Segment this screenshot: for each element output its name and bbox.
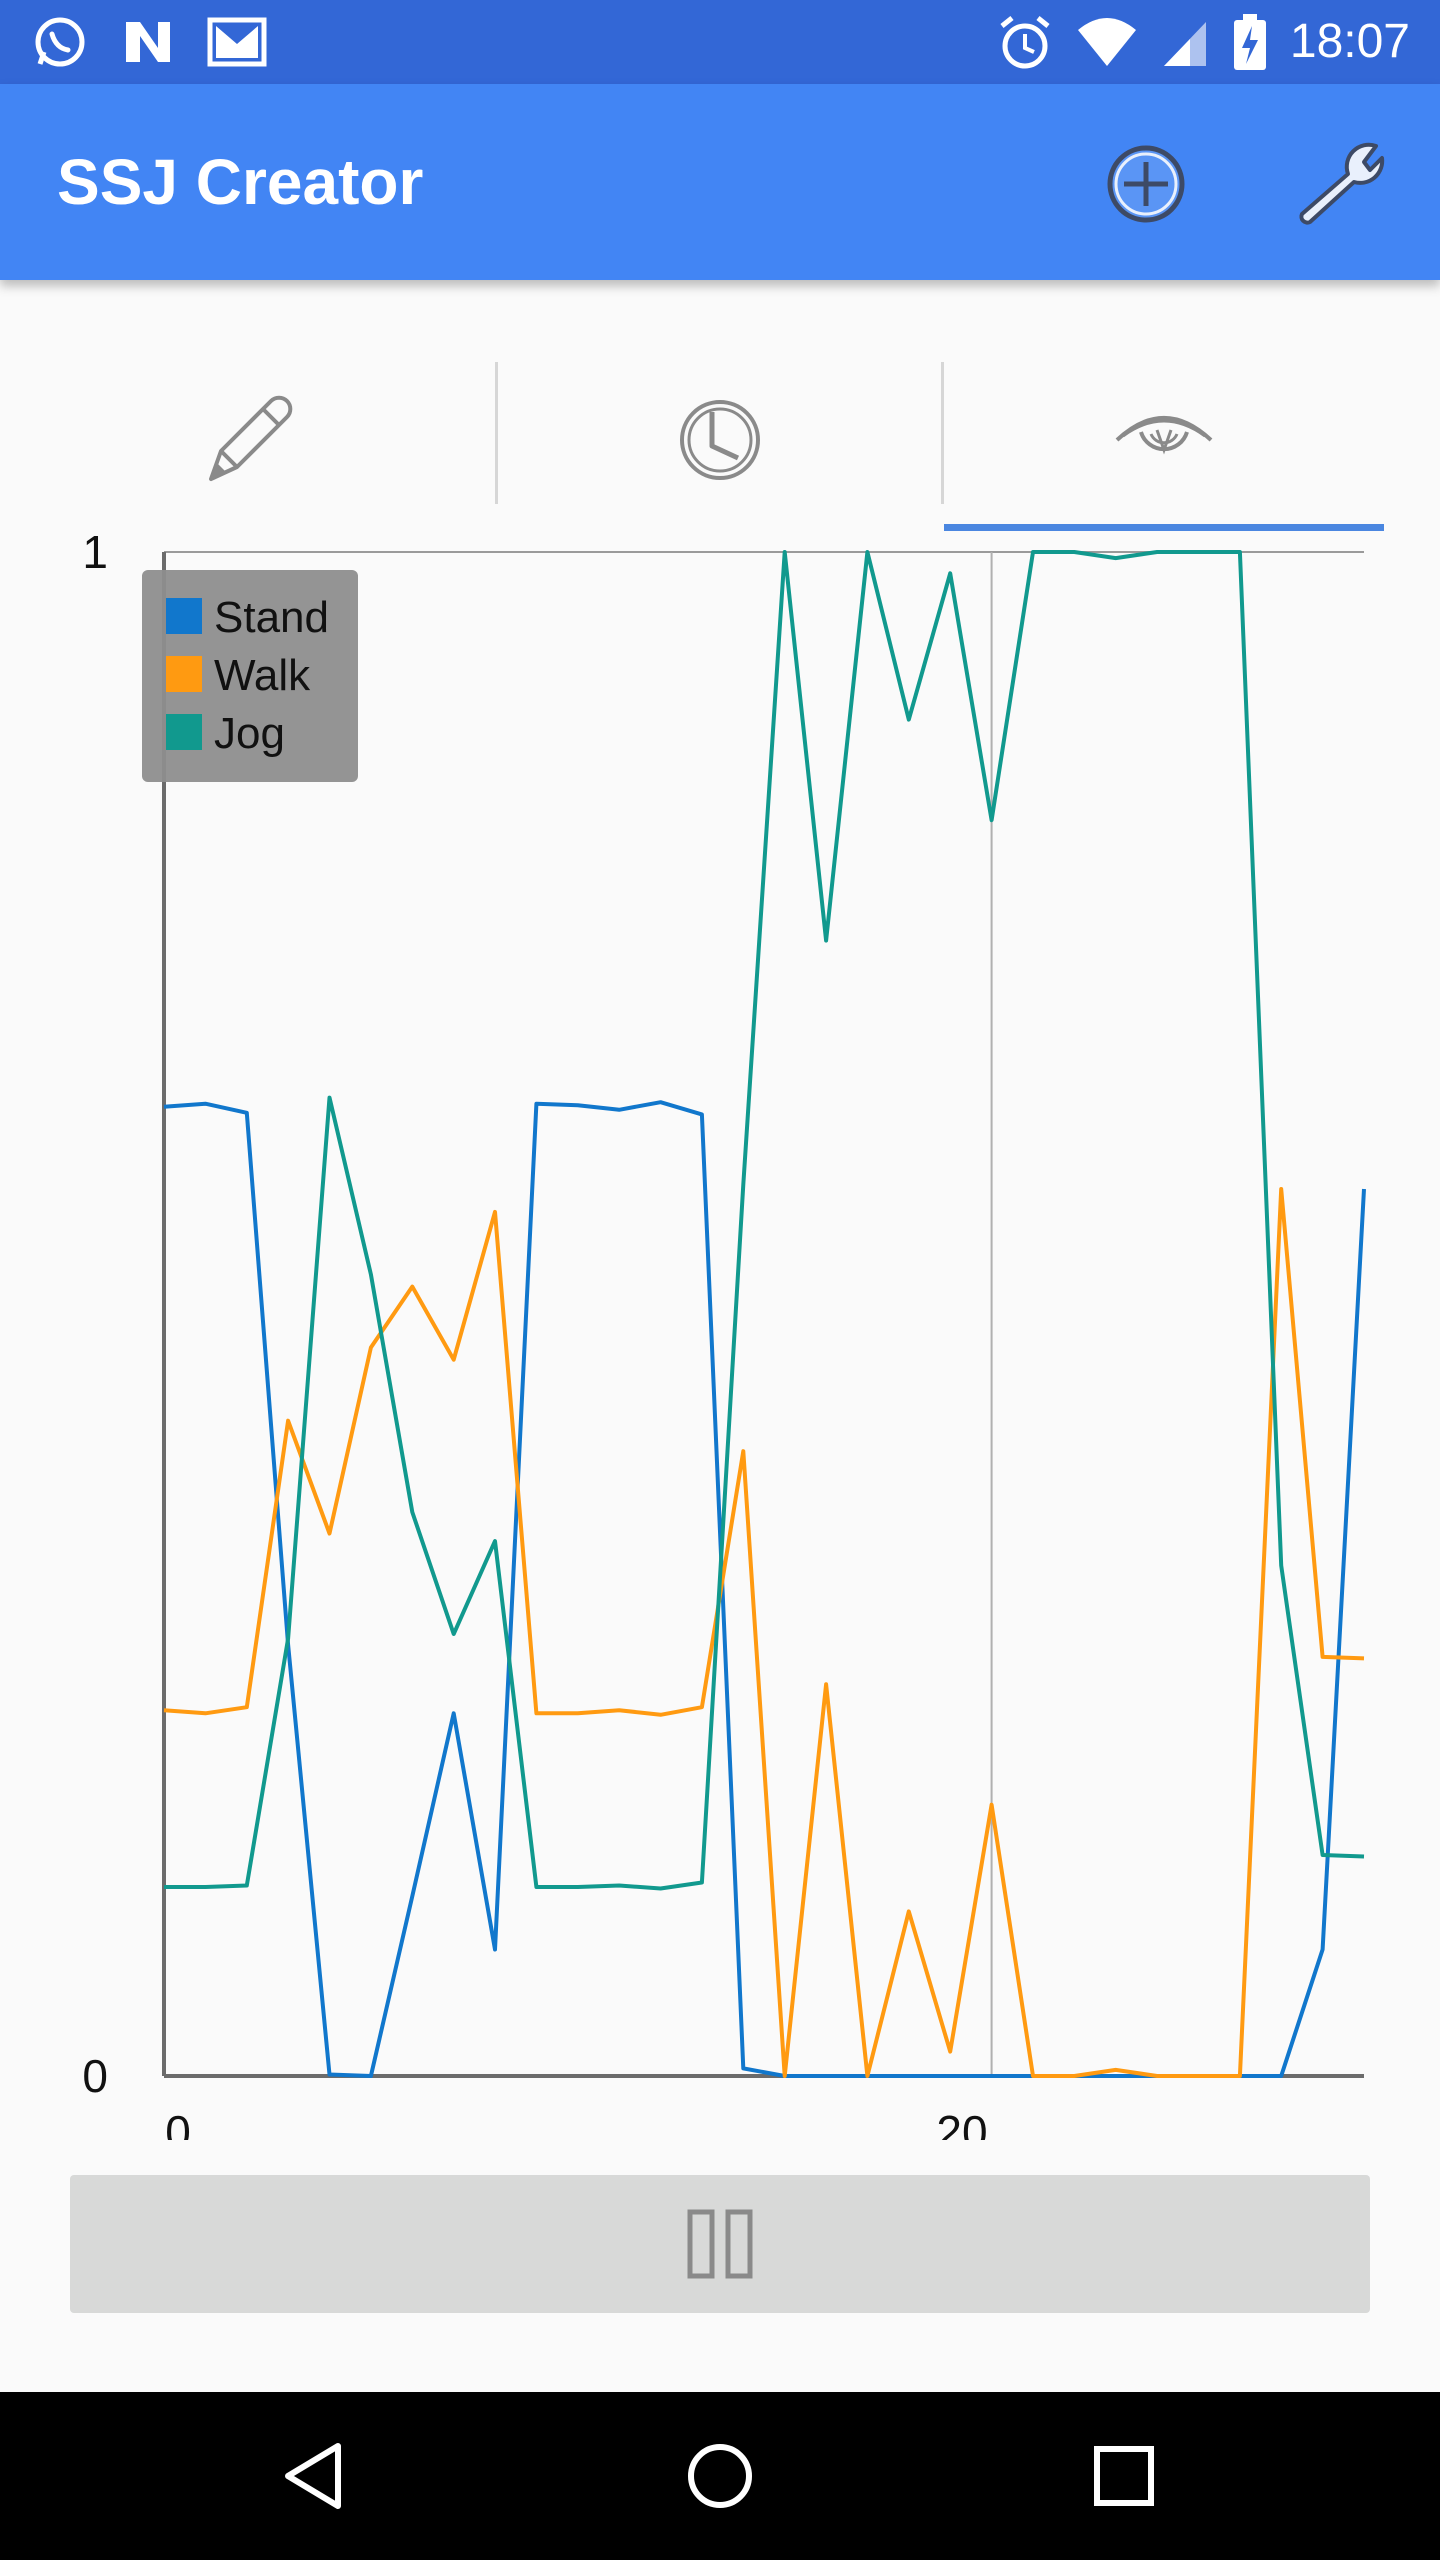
pause-icon <box>687 2209 753 2279</box>
legend-label-jog: Jog <box>214 709 285 758</box>
y-tick-label: 0 <box>82 2050 108 2102</box>
gmail-icon <box>206 12 268 72</box>
app-title: SSJ Creator <box>57 146 424 218</box>
clock-icon <box>680 400 760 480</box>
whatsapp-icon <box>30 12 90 72</box>
tab-divider <box>941 362 944 504</box>
home-icon <box>688 2444 752 2508</box>
add-button[interactable] <box>1096 134 1196 234</box>
recents-button[interactable] <box>1074 2426 1174 2526</box>
y-tick-label: 1 <box>82 530 108 578</box>
eye-icon <box>1115 416 1213 455</box>
settings-button[interactable] <box>1290 134 1390 234</box>
wifi-icon <box>1076 12 1138 72</box>
legend-swatch-walk <box>166 656 202 692</box>
tab-edit[interactable] <box>0 340 496 540</box>
pause-button[interactable] <box>70 2175 1370 2313</box>
series-line-stand <box>163 1100 1366 2078</box>
recents-icon <box>1094 2446 1154 2506</box>
wrench-icon <box>1299 142 1385 225</box>
tab-divider <box>495 362 498 504</box>
navigation-bar <box>0 2392 1440 2560</box>
signal-icon <box>1160 12 1210 72</box>
back-button[interactable] <box>266 2426 366 2526</box>
legend-swatch-stand <box>166 598 202 634</box>
chart-series <box>163 550 1366 2078</box>
app-bar: SSJ Creator <box>0 84 1440 280</box>
battery-charging-icon <box>1232 12 1268 72</box>
n-notification-icon <box>118 12 178 72</box>
tab-bar <box>0 340 1440 540</box>
tab-selected-indicator <box>944 524 1384 531</box>
chart-ticks: 010 20 <box>82 530 987 2140</box>
tab-pipeline[interactable] <box>498 340 942 540</box>
home-button[interactable] <box>670 2426 770 2526</box>
pencil-icon <box>209 395 293 481</box>
legend-label-stand: Stand <box>214 593 329 642</box>
back-icon <box>285 2443 341 2509</box>
x-tick-label: 20 <box>936 2106 987 2140</box>
add-circle-icon <box>1107 145 1185 223</box>
tab-view[interactable] <box>944 340 1384 540</box>
chart-legend: Stand Walk Jog <box>142 570 358 782</box>
series-line-walk <box>163 1187 1365 2078</box>
x-tick-label: 0 <box>165 2106 191 2140</box>
status-bar: 18:07 <box>0 0 1440 84</box>
legend-label-walk: Walk <box>214 651 311 700</box>
series-line-jog <box>164 550 1365 1891</box>
status-time: 18:07 <box>1289 15 1410 68</box>
legend-swatch-jog <box>166 714 202 750</box>
alarm-icon <box>996 12 1054 72</box>
